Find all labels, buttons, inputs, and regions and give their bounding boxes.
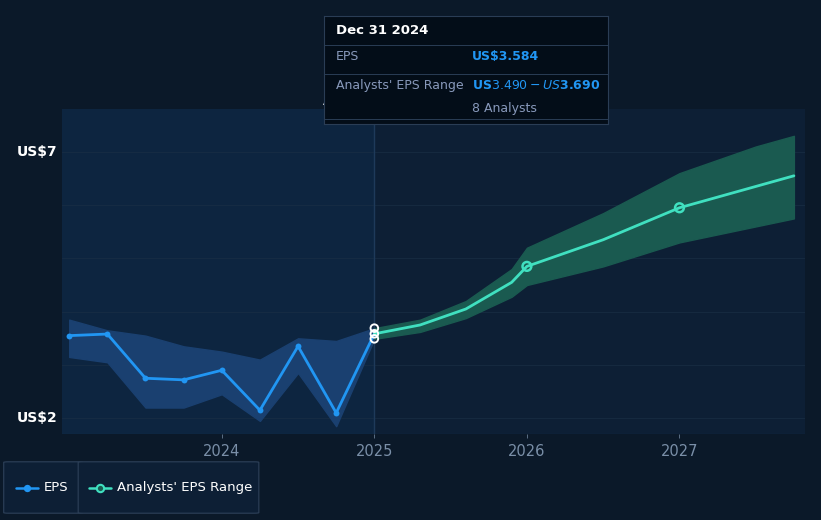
Point	[62, 331, 76, 340]
Point	[329, 409, 342, 417]
Text: US$7: US$7	[17, 145, 57, 159]
FancyBboxPatch shape	[3, 462, 83, 513]
Text: 8 Analysts: 8 Analysts	[471, 102, 536, 115]
Point	[368, 335, 381, 343]
Point	[21, 484, 34, 492]
Text: US$3.490 - US$3.690: US$3.490 - US$3.690	[471, 80, 600, 93]
Text: Analysts' EPS Range: Analysts' EPS Range	[336, 80, 463, 93]
Text: Dec 31 2024: Dec 31 2024	[336, 24, 428, 37]
Text: Analysts' EPS Range: Analysts' EPS Range	[117, 481, 252, 494]
Text: EPS: EPS	[336, 50, 359, 63]
Point	[215, 366, 228, 374]
Bar	[62, 109, 374, 434]
Point	[368, 330, 381, 338]
Point	[177, 375, 190, 384]
Point	[254, 406, 267, 414]
Text: US$2: US$2	[17, 411, 57, 425]
Point	[291, 342, 305, 350]
Point	[673, 204, 686, 212]
Point	[368, 324, 381, 332]
Point	[94, 484, 107, 492]
FancyBboxPatch shape	[78, 462, 259, 513]
Point	[521, 262, 534, 270]
Text: EPS: EPS	[44, 481, 68, 494]
Point	[139, 374, 152, 382]
Point	[101, 330, 114, 338]
Text: US$3.584: US$3.584	[471, 50, 539, 63]
Text: Analysts Forecasts: Analysts Forecasts	[378, 95, 502, 108]
Text: Actual: Actual	[323, 95, 370, 108]
